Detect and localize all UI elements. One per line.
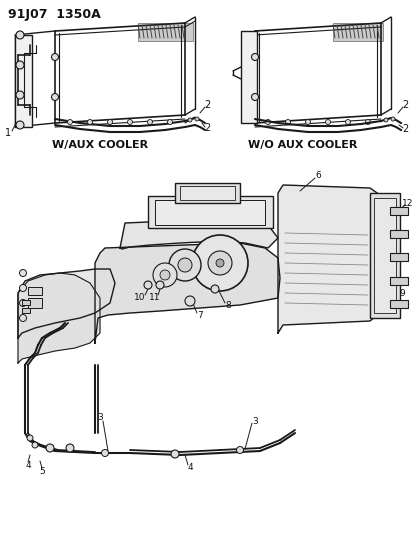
Circle shape [188,118,192,122]
Circle shape [19,285,26,292]
Text: 2: 2 [203,123,210,133]
Circle shape [365,119,370,125]
Circle shape [16,91,24,99]
Bar [22,308,30,313]
Polygon shape [120,218,277,249]
Bar [28,298,42,308]
Circle shape [305,119,310,125]
Circle shape [169,249,201,281]
Circle shape [265,119,270,125]
Text: 11: 11 [149,293,160,302]
Bar [28,287,42,295]
Circle shape [67,119,72,125]
Circle shape [127,119,132,125]
Polygon shape [95,243,279,343]
Circle shape [171,450,178,458]
Circle shape [192,235,247,291]
Circle shape [195,117,199,121]
Circle shape [19,314,26,321]
Text: 3: 3 [97,414,102,423]
Bar [175,183,240,203]
Circle shape [19,300,26,306]
Circle shape [251,53,258,61]
Text: 10: 10 [134,293,145,302]
Text: 1: 1 [5,128,11,138]
Circle shape [46,444,54,452]
Circle shape [66,444,74,452]
Circle shape [16,31,24,39]
Text: 5: 5 [39,466,45,475]
Circle shape [251,93,258,101]
Text: 4: 4 [25,461,31,470]
Polygon shape [277,185,379,333]
Circle shape [87,119,92,125]
Circle shape [285,119,290,125]
Circle shape [211,285,218,293]
Text: 3: 3 [252,416,257,425]
Circle shape [32,442,38,448]
Circle shape [159,270,170,280]
Circle shape [325,119,330,125]
Circle shape [19,270,26,277]
Circle shape [167,119,172,125]
Circle shape [390,117,394,121]
Circle shape [156,281,164,289]
Circle shape [383,118,387,122]
Circle shape [16,121,24,129]
Text: 2: 2 [203,100,210,110]
Bar [389,300,407,308]
Polygon shape [18,269,115,338]
Bar [373,198,395,313]
Text: 4: 4 [187,464,192,472]
Text: 2: 2 [401,100,407,110]
Circle shape [51,93,58,101]
Text: 2: 2 [401,124,407,134]
Polygon shape [18,273,100,363]
Circle shape [27,435,33,441]
Bar [180,186,235,200]
Text: W/AUX COOLER: W/AUX COOLER [52,140,148,150]
Text: 91J07  1350A: 91J07 1350A [8,8,100,21]
Text: 8: 8 [225,301,230,310]
Circle shape [51,53,58,61]
Text: 12: 12 [401,198,413,207]
Circle shape [16,61,24,69]
Circle shape [144,281,152,289]
Bar [389,253,407,261]
Bar [138,23,192,41]
Text: 7: 7 [197,311,202,319]
Bar [147,196,272,228]
Bar [22,300,30,305]
Circle shape [107,119,112,125]
Bar [389,207,407,215]
Circle shape [185,296,195,306]
Text: W/O AUX COOLER: W/O AUX COOLER [248,140,357,150]
Circle shape [207,251,231,275]
Circle shape [345,119,350,125]
Circle shape [147,119,152,125]
Circle shape [101,449,108,456]
Bar [369,193,399,318]
Bar [15,35,32,127]
Text: 9: 9 [398,288,404,297]
Bar [154,200,264,225]
Circle shape [153,263,177,287]
Bar [389,277,407,285]
Bar [240,31,256,123]
Circle shape [236,447,243,454]
Bar [389,230,407,238]
Bar [332,23,382,41]
Text: 6: 6 [314,171,320,180]
Circle shape [178,258,192,272]
Circle shape [216,259,223,267]
